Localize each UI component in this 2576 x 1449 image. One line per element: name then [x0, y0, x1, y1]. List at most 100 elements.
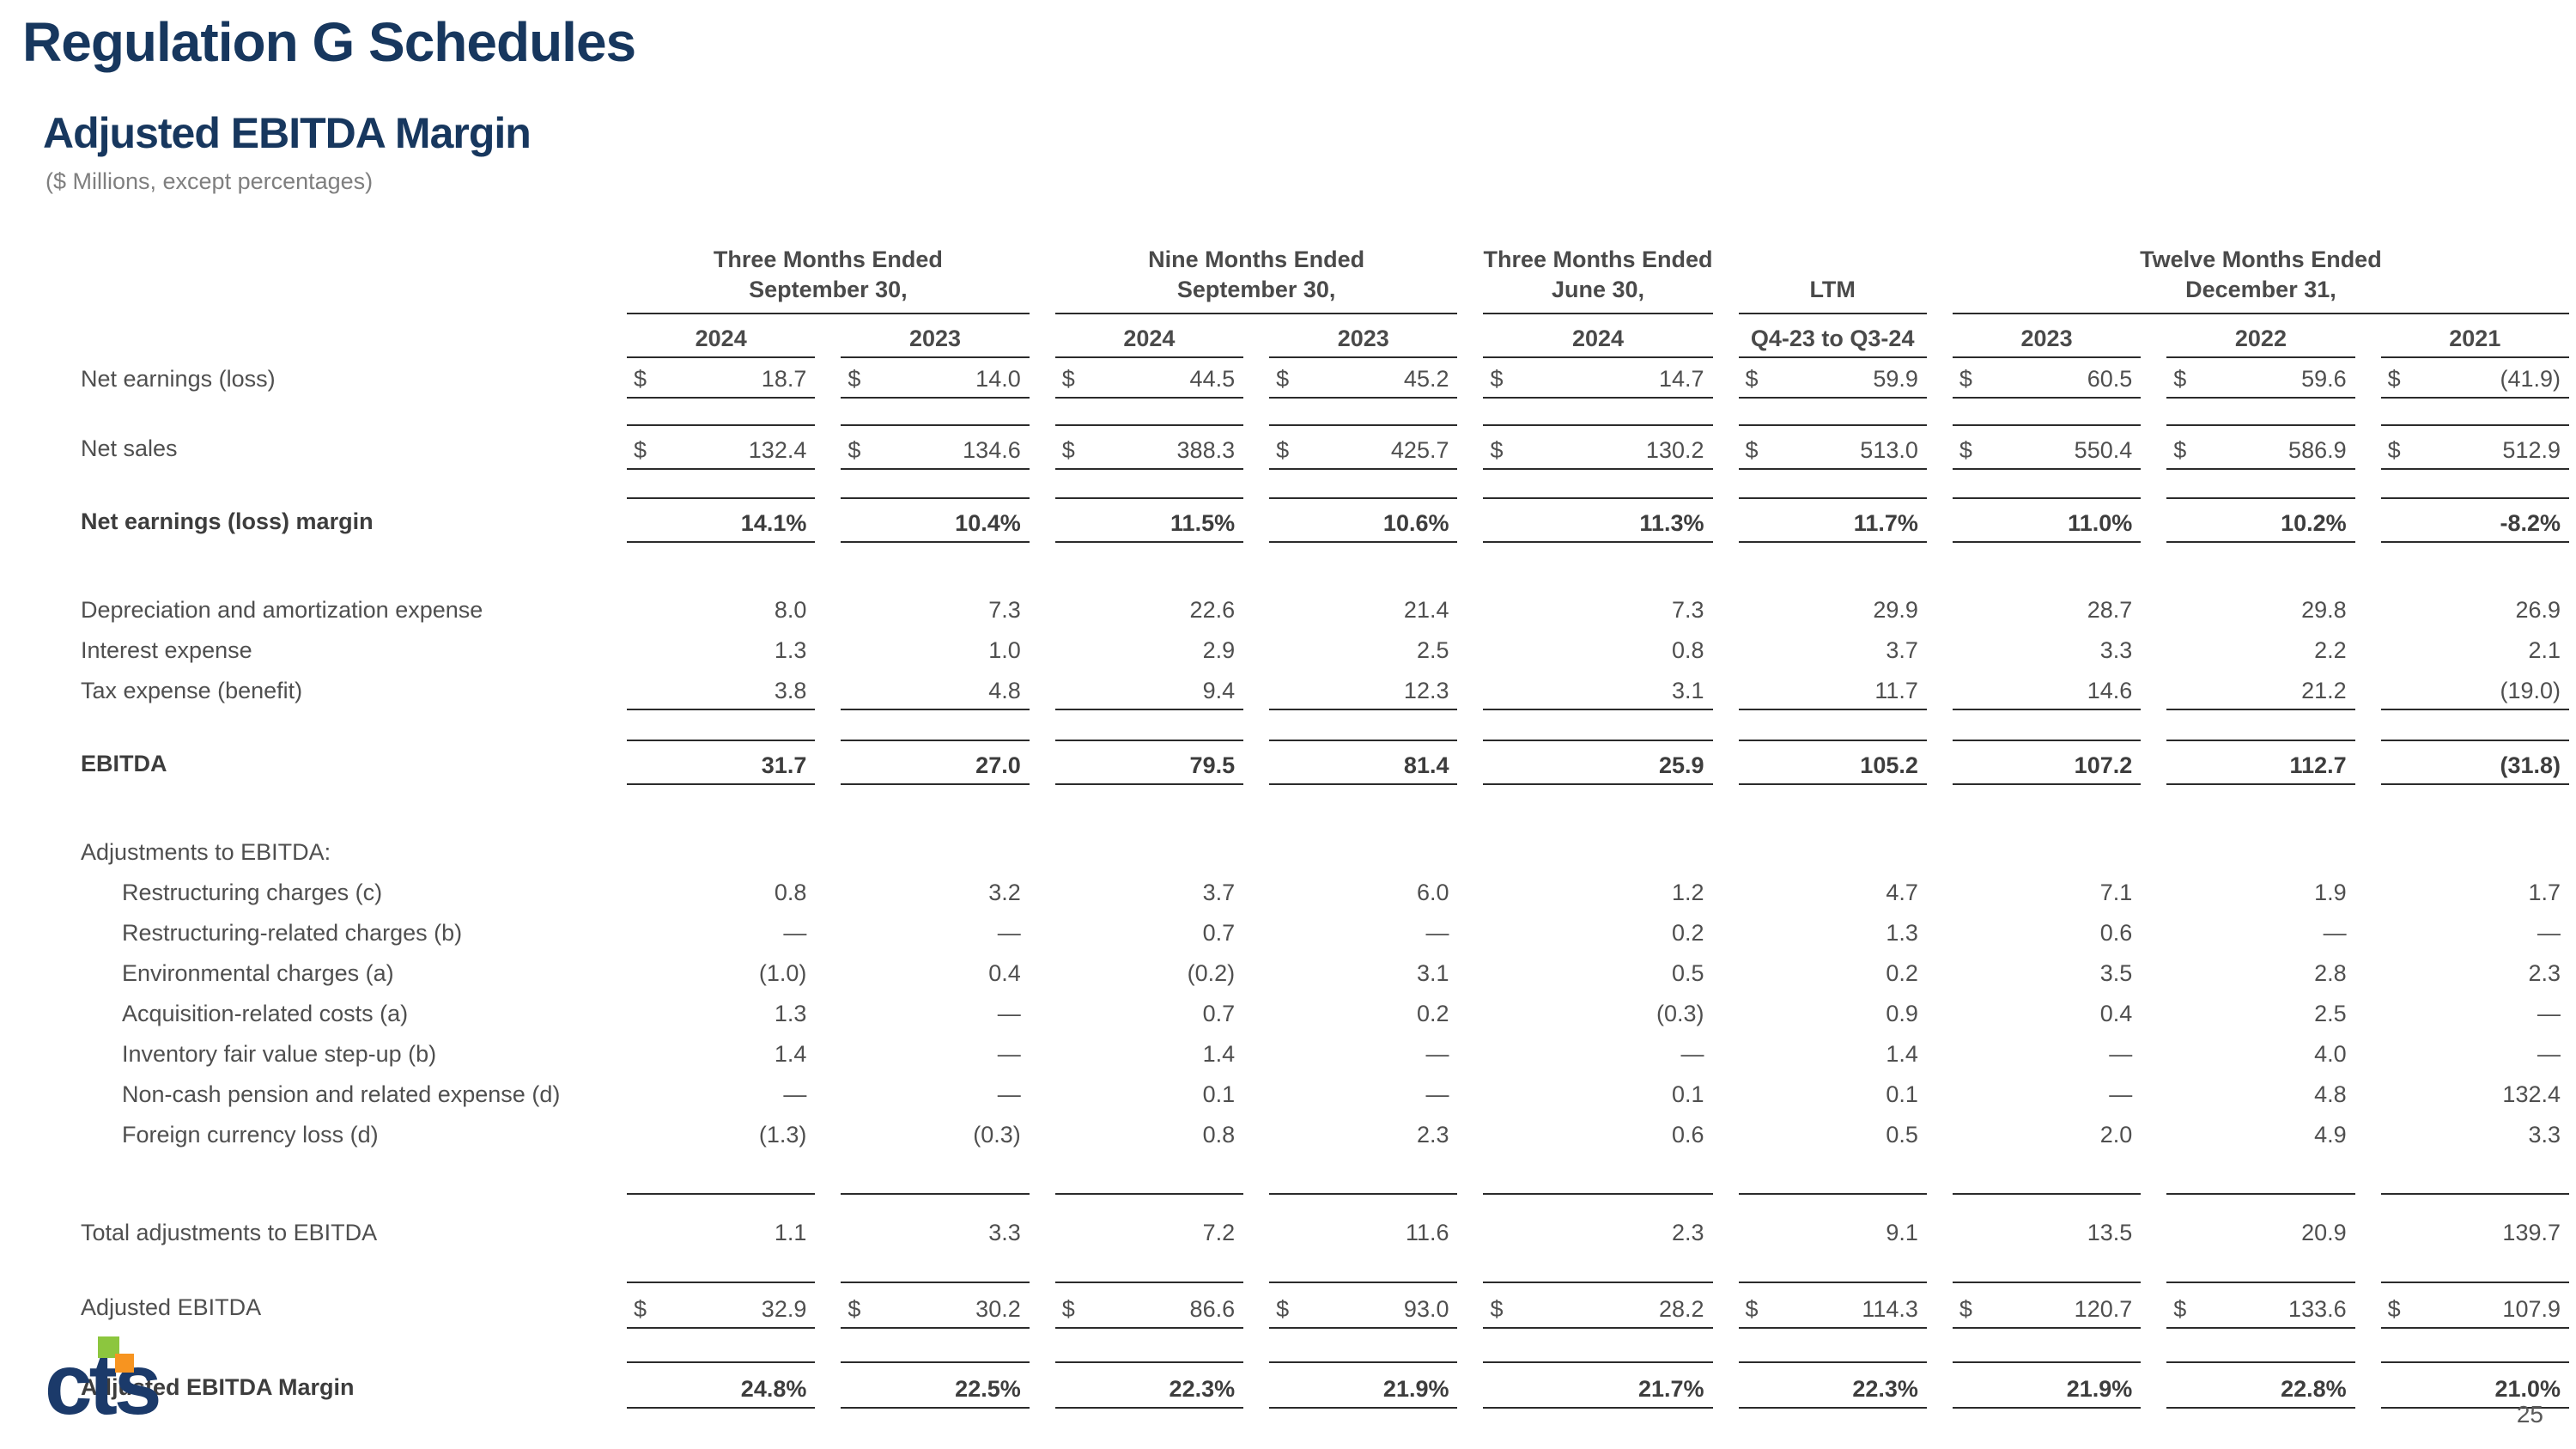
- dollar-sign: $: [848, 366, 861, 392]
- adjusted-ebitda-table: Three Months Ended September 30, Nine Mont…: [69, 230, 2569, 1409]
- rule-line-cell: [1738, 1153, 1927, 1195]
- value-cell: —: [627, 910, 815, 951]
- value-cell: 0.7: [1055, 991, 1243, 1032]
- rule-line-cell: [1952, 1153, 2142, 1195]
- value-cell: 2.3: [2381, 951, 2569, 991]
- value-cell: —: [841, 1072, 1029, 1112]
- value-cell: 0.5: [1739, 1112, 1927, 1153]
- value-cell: 2.3: [1269, 1112, 1457, 1153]
- year-header: 2023: [1269, 314, 1458, 358]
- value-cell: 0.9: [1739, 991, 1927, 1032]
- value-text: 2.1: [2528, 637, 2561, 663]
- dollar-sign: $: [2387, 366, 2401, 392]
- value-cell: 3.3: [2381, 1112, 2569, 1153]
- value-text: 586.9: [2288, 437, 2347, 463]
- dollar-sign: $: [1745, 1296, 1759, 1322]
- value-text: 14.6: [2087, 678, 2133, 703]
- value-text: 132.4: [748, 437, 807, 463]
- value-text: —: [997, 1081, 1021, 1107]
- value-text: 0.1: [1671, 1081, 1704, 1107]
- value-text: 59.6: [2301, 366, 2347, 392]
- value-text: 0.2: [1671, 920, 1704, 946]
- value-cell: 112.7: [2166, 740, 2355, 785]
- value-cell: $59.9: [1738, 358, 1927, 399]
- value-text: 28.7: [2087, 597, 2133, 623]
- value-cell: $32.9: [627, 1282, 816, 1329]
- value-text: 13.5: [2087, 1220, 2133, 1245]
- empty-cell: [1953, 828, 2141, 870]
- value-cell: $45.2: [1269, 358, 1458, 399]
- value-text: 3.3: [2099, 637, 2133, 663]
- value-text: 425.7: [1390, 437, 1449, 463]
- row-label: Net earnings (loss): [81, 366, 276, 392]
- value-text: 4.8: [2314, 1081, 2347, 1107]
- empty-cell: [1269, 828, 1457, 870]
- value-text: 21.4: [1403, 597, 1449, 623]
- value-text: 4.7: [1886, 880, 1918, 905]
- year-header: 2023: [841, 314, 1030, 358]
- value-cell: 0.4: [841, 951, 1029, 991]
- value-cell: 6.0: [1269, 870, 1457, 910]
- value-text: 59.9: [1873, 366, 1918, 392]
- value-cell: 2.8: [2166, 951, 2354, 991]
- value-text: 11.7%: [1853, 510, 1918, 536]
- value-cell: 27.0: [841, 740, 1030, 785]
- rule-line-cell: [1054, 1153, 1244, 1195]
- column-group-header: Twelve Months Ended December 31,: [1952, 230, 2569, 314]
- value-text: 10.4%: [955, 510, 1021, 536]
- value-text: 1.4: [1202, 1041, 1236, 1067]
- value-text: 22.3%: [1852, 1376, 1918, 1402]
- value-text: 20.9: [2301, 1220, 2347, 1245]
- value-cell: 0.2: [1739, 951, 1927, 991]
- value-text: 107.9: [2502, 1296, 2561, 1322]
- value-cell: 4.7: [1739, 870, 1927, 910]
- value-text: 11.5%: [1170, 510, 1236, 536]
- column-group-header-line: Three Months Ended: [713, 246, 943, 272]
- value-cell: 0.1: [1739, 1072, 1927, 1112]
- rule-line-cell: [2380, 1153, 2569, 1195]
- value-text: 3.2: [988, 880, 1021, 905]
- value-cell: 11.7: [1738, 668, 1927, 710]
- value-cell: 79.5: [1054, 740, 1244, 785]
- value-cell: 24.8%: [627, 1361, 816, 1409]
- value-cell: 20.9: [2166, 1195, 2354, 1251]
- column-group-header: Three Months Ended June 30,: [1483, 230, 1713, 314]
- row-label: EBITDA: [81, 751, 167, 776]
- value-text: 45.2: [1403, 366, 1449, 392]
- dollar-sign: $: [1061, 1296, 1075, 1322]
- empty-cell: [1739, 828, 1927, 870]
- value-cell: 0.7: [1055, 910, 1243, 951]
- value-text: 1.3: [1886, 920, 1918, 946]
- value-cell: (19.0): [2380, 668, 2569, 710]
- value-text: —: [997, 920, 1021, 946]
- value-text: 2.8: [2314, 960, 2347, 986]
- value-cell: 2.5: [1269, 628, 1457, 668]
- value-cell: $28.2: [1483, 1282, 1713, 1329]
- value-cell: 2.9: [1055, 628, 1243, 668]
- value-text: —: [2537, 1041, 2561, 1067]
- value-cell: (1.0): [627, 951, 815, 991]
- value-cell: (0.3): [1483, 991, 1712, 1032]
- value-text: 26.9: [2515, 597, 2561, 623]
- value-text: 133.6: [2288, 1296, 2347, 1322]
- value-cell: (0.3): [841, 1112, 1029, 1153]
- value-cell: 0.4: [1953, 991, 2141, 1032]
- value-cell: —: [2381, 991, 2569, 1032]
- dollar-sign: $: [848, 437, 861, 463]
- value-text: 44.5: [1189, 366, 1236, 392]
- value-cell: 0.8: [1483, 628, 1712, 668]
- dollar-sign: $: [1490, 437, 1504, 463]
- year-header: 2022: [2166, 314, 2355, 358]
- value-text: 107.2: [2074, 752, 2133, 778]
- year-header: 2024: [1054, 314, 1244, 358]
- value-cell: 9.4: [1054, 668, 1244, 710]
- value-cell: 11.7%: [1738, 497, 1927, 543]
- dollar-sign: $: [2387, 1296, 2401, 1322]
- value-cell: 1.2: [1483, 870, 1712, 910]
- value-cell: $134.6: [841, 424, 1030, 470]
- value-cell: —: [627, 1072, 815, 1112]
- value-cell: $512.9: [2380, 424, 2569, 470]
- value-text: 11.6: [1405, 1220, 1449, 1245]
- value-cell: 3.7: [1739, 628, 1927, 668]
- value-text: 3.8: [774, 678, 807, 703]
